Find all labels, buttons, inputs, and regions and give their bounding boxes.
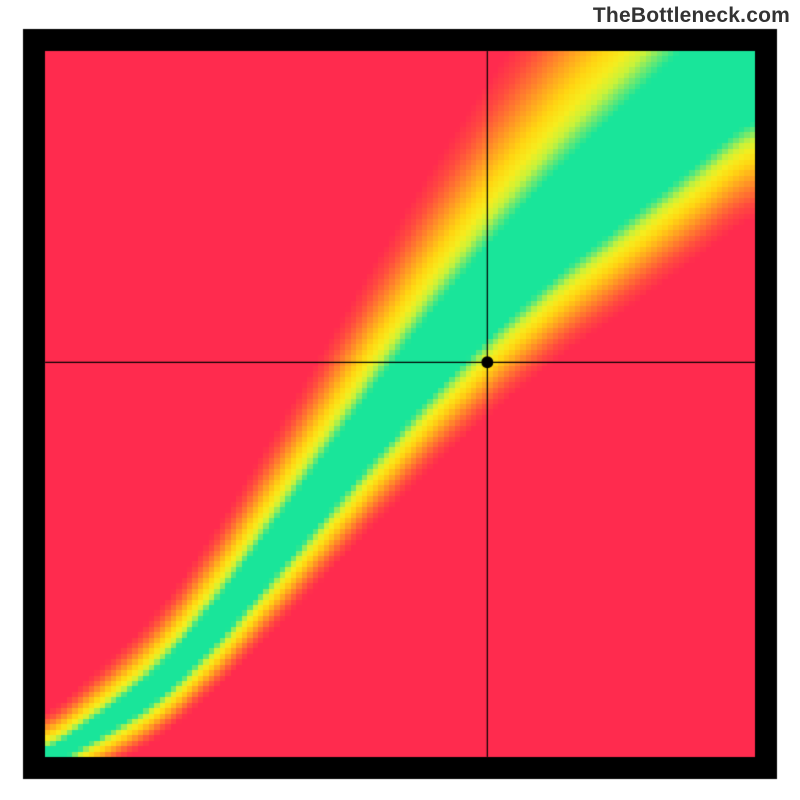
heatmap-canvas <box>0 0 800 800</box>
chart-container: TheBottleneck.com <box>0 0 800 800</box>
watermark-text: TheBottleneck.com <box>593 4 790 28</box>
